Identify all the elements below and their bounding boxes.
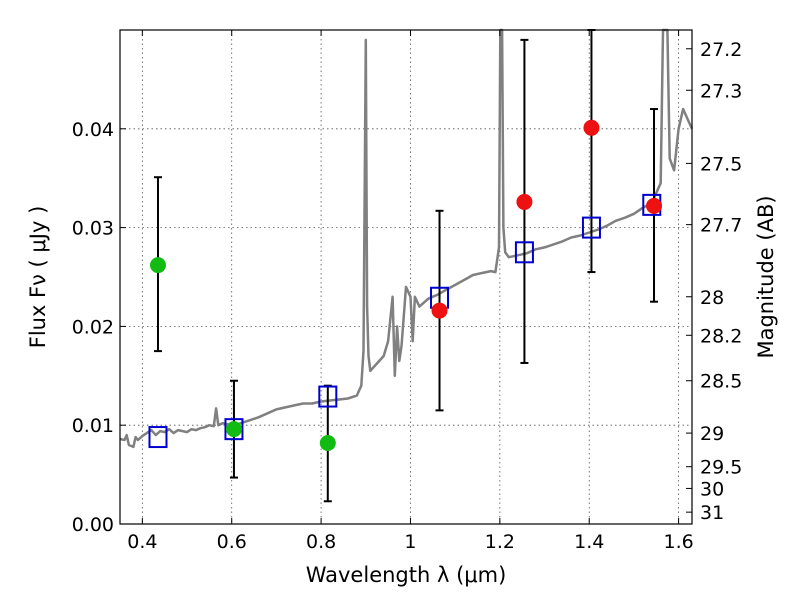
y-axis-title: Flux Fν ( μJy ) — [26, 206, 50, 349]
nir-flux-point — [516, 193, 533, 210]
plot-frame — [119, 29, 693, 525]
nir-flux-point — [646, 197, 663, 214]
model-photometry-square — [224, 418, 244, 441]
spectrum-line — [119, 28, 694, 449]
nir-flux-point — [583, 119, 600, 136]
optical-flux-point — [225, 421, 242, 438]
optical-flux-point — [319, 434, 336, 451]
y2-tick-label: 30 — [700, 478, 724, 500]
spectrum-series — [119, 28, 694, 449]
optical-flux-point — [149, 257, 166, 274]
nir-flux-point — [431, 302, 448, 319]
y2-tick-label: 27.3 — [700, 80, 742, 102]
markers — [148, 119, 663, 451]
x-tick-label: 1.6 — [663, 531, 693, 553]
y-tick-label: 0.04 — [72, 119, 114, 141]
x-tick-label: 0.6 — [217, 531, 247, 553]
y2-tick-label: 27.5 — [700, 153, 742, 175]
x-tick-label: 1 — [404, 531, 416, 553]
model-photometry-square — [148, 426, 168, 449]
y2-axis-title: Magnitude (AB) — [754, 195, 778, 358]
y2-tick-label: 28 — [700, 287, 724, 309]
x-axis-title: Wavelength λ (μm) — [306, 563, 507, 587]
y2-tick-label: 29 — [700, 423, 724, 445]
x-tick-label: 0.4 — [127, 531, 157, 553]
y-tick-label: 0.02 — [72, 316, 114, 338]
y2-tick-label: 28.2 — [700, 325, 742, 347]
y2-tick-label: 27.7 — [700, 215, 742, 237]
y-tick-label: 0.00 — [72, 514, 114, 536]
axis-ticks: 0.4 0.6 0.8 1 1.2 1.4 1.6 0.00 0.01 0.02 0.03 0.04 2… — [72, 30, 742, 553]
grid — [120, 30, 692, 525]
y-tick-label: 0.01 — [72, 415, 114, 437]
x-tick-label: 1.2 — [485, 531, 515, 553]
y-tick-label: 0.03 — [72, 218, 114, 240]
x-tick-label: 1.4 — [574, 531, 604, 553]
model-photometry-square — [514, 241, 534, 264]
model-photometry-square — [581, 216, 601, 239]
x-tick-label: 0.8 — [306, 531, 336, 553]
y2-tick-label: 27.2 — [700, 39, 742, 61]
y2-tick-label: 31 — [700, 502, 724, 524]
y2-tick-label: 28.5 — [700, 371, 742, 393]
model-photometry-square — [318, 385, 338, 408]
y2-tick-label: 29.5 — [700, 457, 742, 479]
